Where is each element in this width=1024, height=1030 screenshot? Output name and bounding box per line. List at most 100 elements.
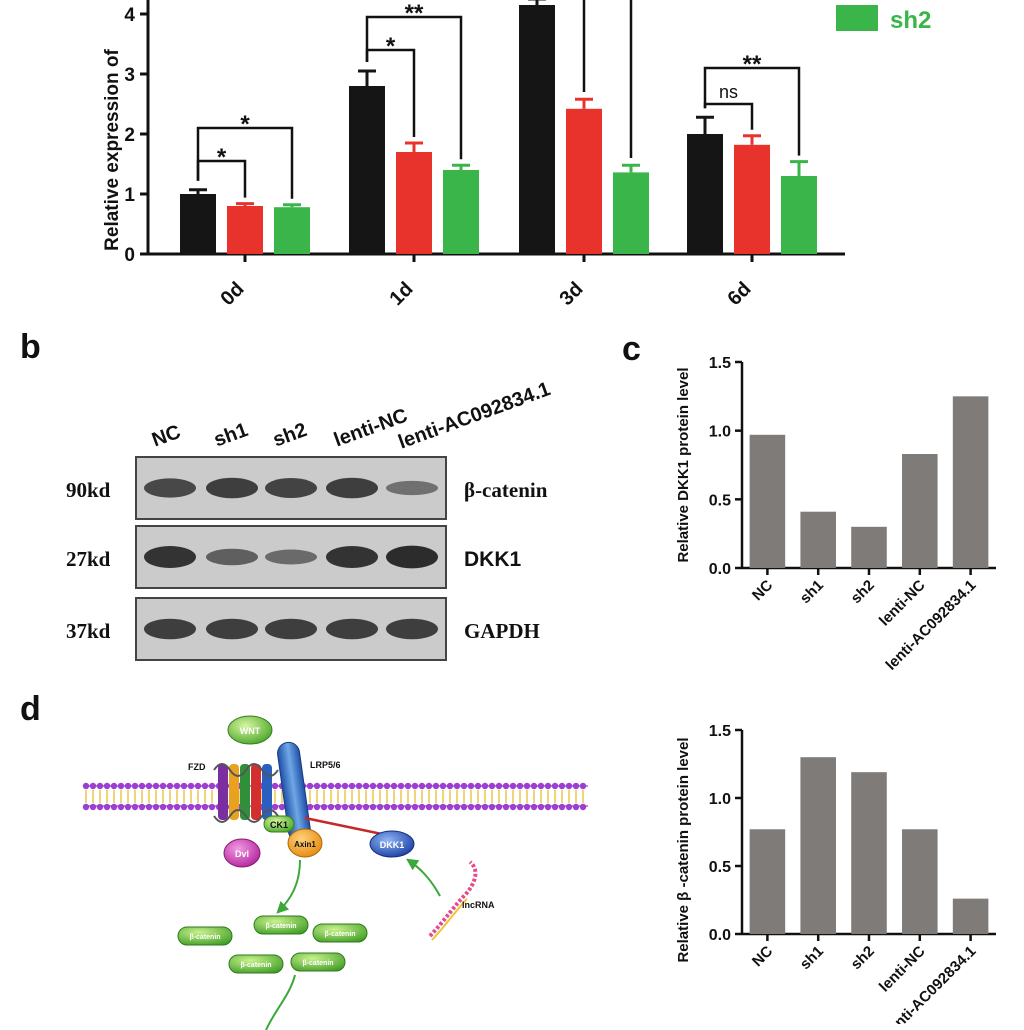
significance-bracket [196,126,294,199]
lipid-head [537,803,545,811]
beta-catenin-node [177,926,233,946]
ck1-label: CK1 [270,820,288,830]
lipid-head [355,803,363,811]
blot-band [326,477,378,499]
lipid-head [390,803,398,811]
x-tick-label: NC [749,577,776,604]
x-tick-label: 1d [385,278,417,310]
lipid-head [460,803,468,811]
lipid-head [376,803,384,811]
y-tick-label: 1.5 [709,723,731,740]
lipid-head [180,782,188,790]
lipid-head [579,782,587,790]
lipid-head [453,803,461,811]
lipid-head [138,803,146,811]
lipid-head [124,782,132,790]
blot-band [144,478,196,498]
lipid-head [488,782,496,790]
lipid-head [166,782,174,790]
lipid-head [362,803,370,811]
bar-series [180,0,817,254]
lipid-head [376,782,384,790]
lipid-head [278,803,286,811]
beta-catenin-node [228,954,284,974]
lncrna-arrow [406,858,441,897]
plot: 0.00.51.01.5NC sh1 sh2lenti-NClenti-AC0928… [709,723,996,1024]
y-tick-label: 1.0 [709,791,731,808]
lipid-head [474,782,482,790]
lipid-head [467,803,475,811]
y-tick-label: 0.5 [709,492,731,509]
bar [800,757,836,934]
dkk1-protein [369,830,415,858]
legend-swatch-sh2 [836,5,878,31]
bar [902,829,938,934]
lipid-head [558,782,566,790]
lipid-head [159,803,167,811]
significance-label: * [240,111,250,138]
lipid-head [320,782,328,790]
lipid-head [201,782,209,790]
significance-label: ** [743,51,762,78]
axin-protein [287,828,323,858]
bar [749,434,786,568]
lipid-head [537,782,545,790]
beta-catenin-pool: β-catenin β-catenin β-catenin β-catenin β-ca… [177,915,368,974]
lipid-head [187,803,195,811]
x-tick-label: NC [749,943,776,970]
lipid-head [432,782,440,790]
blot-band [326,618,378,640]
dkk1-node-label: DKK1 [380,840,405,850]
lipid-head [271,782,279,790]
lipid-head [544,803,552,811]
lipid-head [439,782,447,790]
lipid-head [383,803,391,811]
lipid-head [208,803,216,811]
lipid-head [551,803,559,811]
bar [952,396,989,568]
bar [443,170,479,254]
blot-band [386,480,438,496]
lipid-head [348,803,356,811]
lipid-head [572,803,580,811]
blot-band [265,549,317,565]
beta-catenin-label: β-catenin [302,960,333,967]
plot: 0.00.51.01.5NC sh1 sh2lenti-NClenti-AC0928… [709,355,996,674]
axin-arrow [276,859,301,914]
lipid-head [418,803,426,811]
lipid-head [481,803,489,811]
y-axis-label: Relative expression of [102,48,123,250]
significance-label: ns [719,82,738,102]
lipid-head [124,803,132,811]
ck1-protein [263,815,295,833]
lipid-head [271,803,279,811]
x-tick-label: 0d [216,278,248,310]
lipid-head [523,782,531,790]
y-tick-label: 3 [124,65,135,86]
bar [952,898,989,934]
x-tick-label: sh1 [797,943,827,973]
blot-band [386,545,438,569]
significance-label: ** [405,0,424,27]
lipid-head [96,782,104,790]
lipid-head [481,782,489,790]
lipid-head [334,803,342,811]
blot-band [326,546,378,568]
lipid-head [327,803,335,811]
lipid-head [495,803,503,811]
lipid-head [96,803,104,811]
blot-band [386,618,438,640]
lipid-head [208,782,216,790]
cell-membrane [82,782,588,811]
lipid-head [418,782,426,790]
bar [687,134,723,254]
blot-band [206,548,258,566]
beta-catenin-bar-chart: Relative β -catenin protein level 0.0 0.5… [675,723,996,1024]
lipid-head [348,782,356,790]
x-tick-label: 6d [723,278,755,310]
lipid-head [411,782,419,790]
y-tick-label: 1 [124,185,135,206]
bar [902,454,938,568]
significance-label: * [386,33,396,60]
